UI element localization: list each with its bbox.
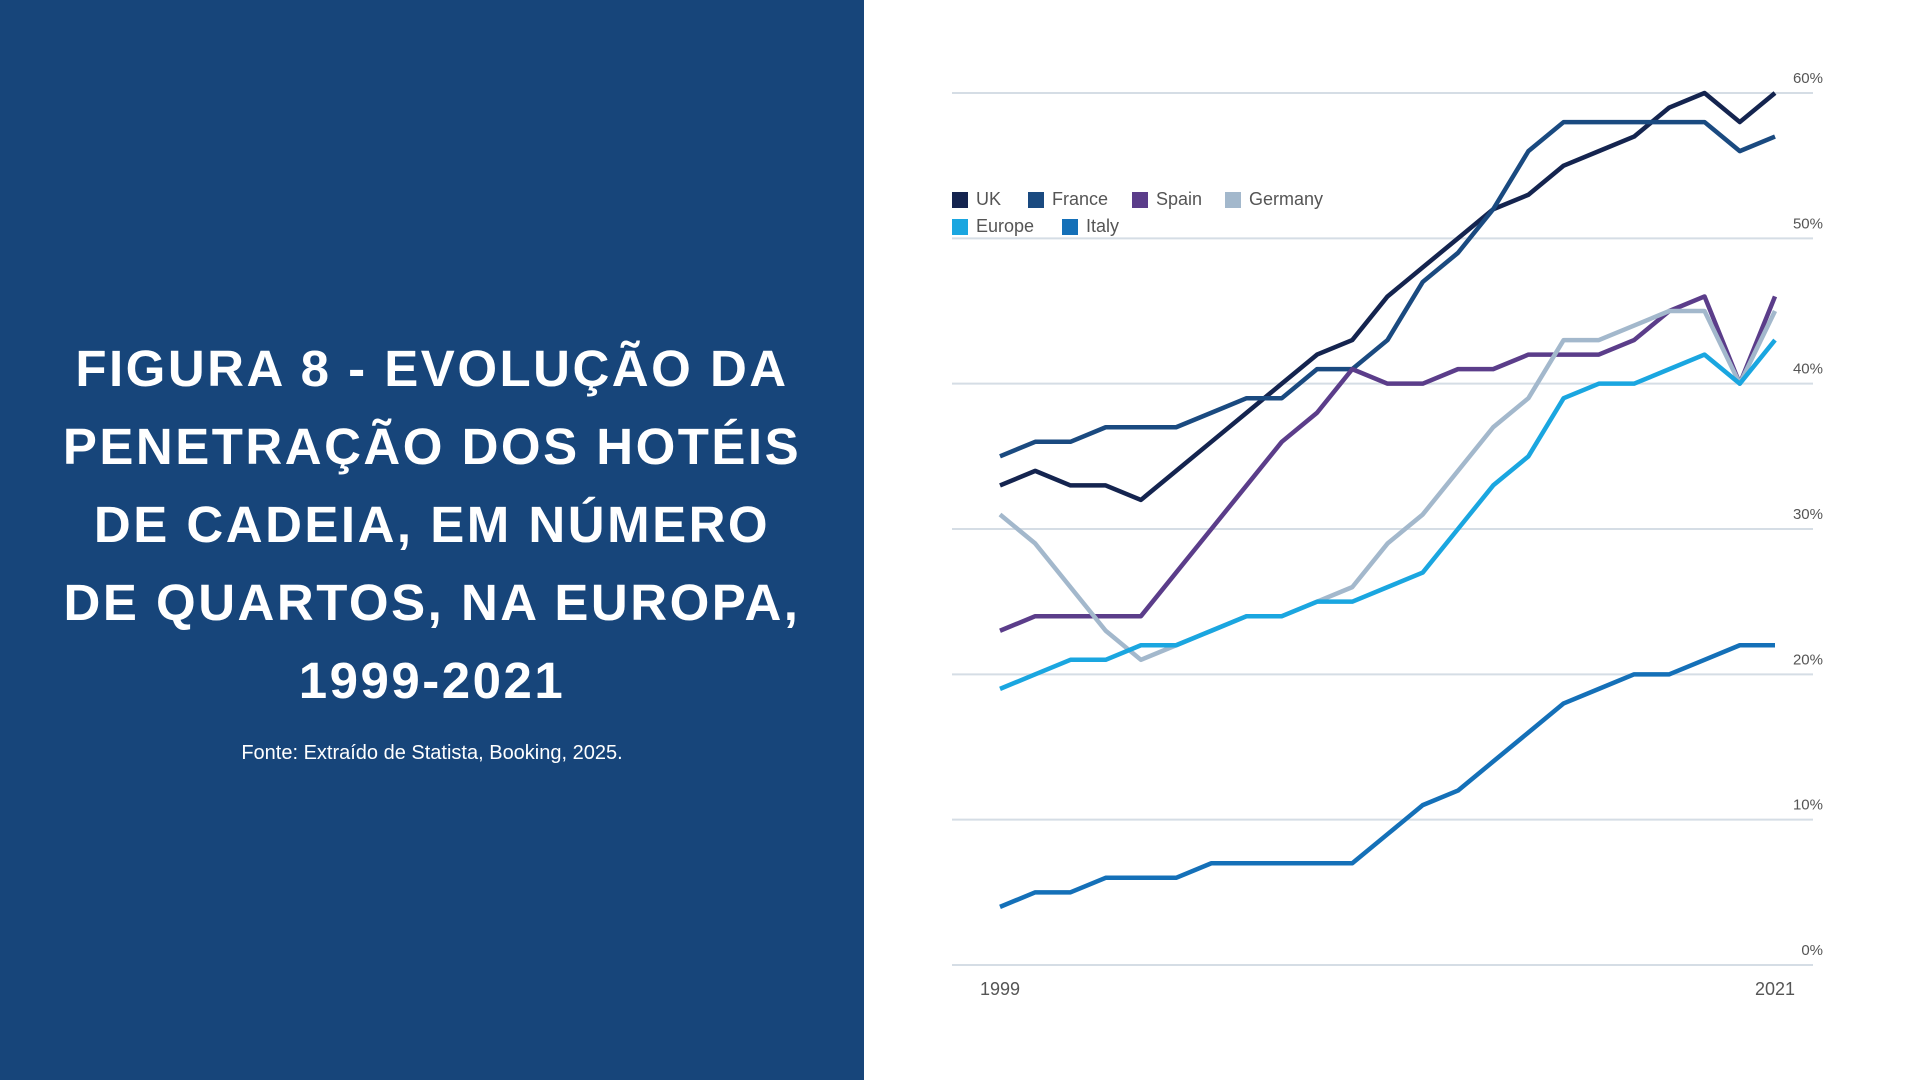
legend-swatch <box>952 192 968 208</box>
legend-label: Germany <box>1249 189 1323 209</box>
series-line <box>998 308 1778 663</box>
series-line <box>999 643 1775 909</box>
y-tick-label: 0% <box>1801 942 1823 959</box>
y-tick-label: 20% <box>1793 651 1823 668</box>
chart-title: FIGURA 8 - EVOLUÇÃO DA PENETRAÇÃO DOS HO… <box>62 340 802 709</box>
x-tick-label: 2021 <box>1755 979 1795 999</box>
y-tick-label: 30% <box>1793 506 1823 523</box>
y-tick-label: 60% <box>1793 70 1823 87</box>
legend-swatch <box>952 219 968 235</box>
series-line <box>999 119 1776 459</box>
y-tick-label: 10% <box>1793 797 1823 814</box>
legend-swatch <box>1225 192 1241 208</box>
legend-swatch <box>1028 192 1044 208</box>
series-line <box>999 294 1778 633</box>
series-line <box>999 338 1777 691</box>
legend-swatch <box>1062 219 1078 235</box>
legend-label: Spain <box>1156 189 1202 209</box>
source-note: Fonte: Extraído de Statista, Booking, 20… <box>241 742 623 764</box>
y-tick-label: 40% <box>1793 361 1823 378</box>
legend-label: Europe <box>976 216 1034 236</box>
legend-label: UK <box>976 189 1001 209</box>
y-tick-label: 50% <box>1793 215 1823 232</box>
series-line <box>999 90 1777 503</box>
title-panel: FIGURA 8 - EVOLUÇÃO DA PENETRAÇÃO DOS HO… <box>0 0 864 1080</box>
legend-label: France <box>1052 189 1108 209</box>
x-tick-label: 1999 <box>980 979 1020 999</box>
legend-label: Italy <box>1086 216 1119 236</box>
legend-swatch <box>1132 192 1148 208</box>
